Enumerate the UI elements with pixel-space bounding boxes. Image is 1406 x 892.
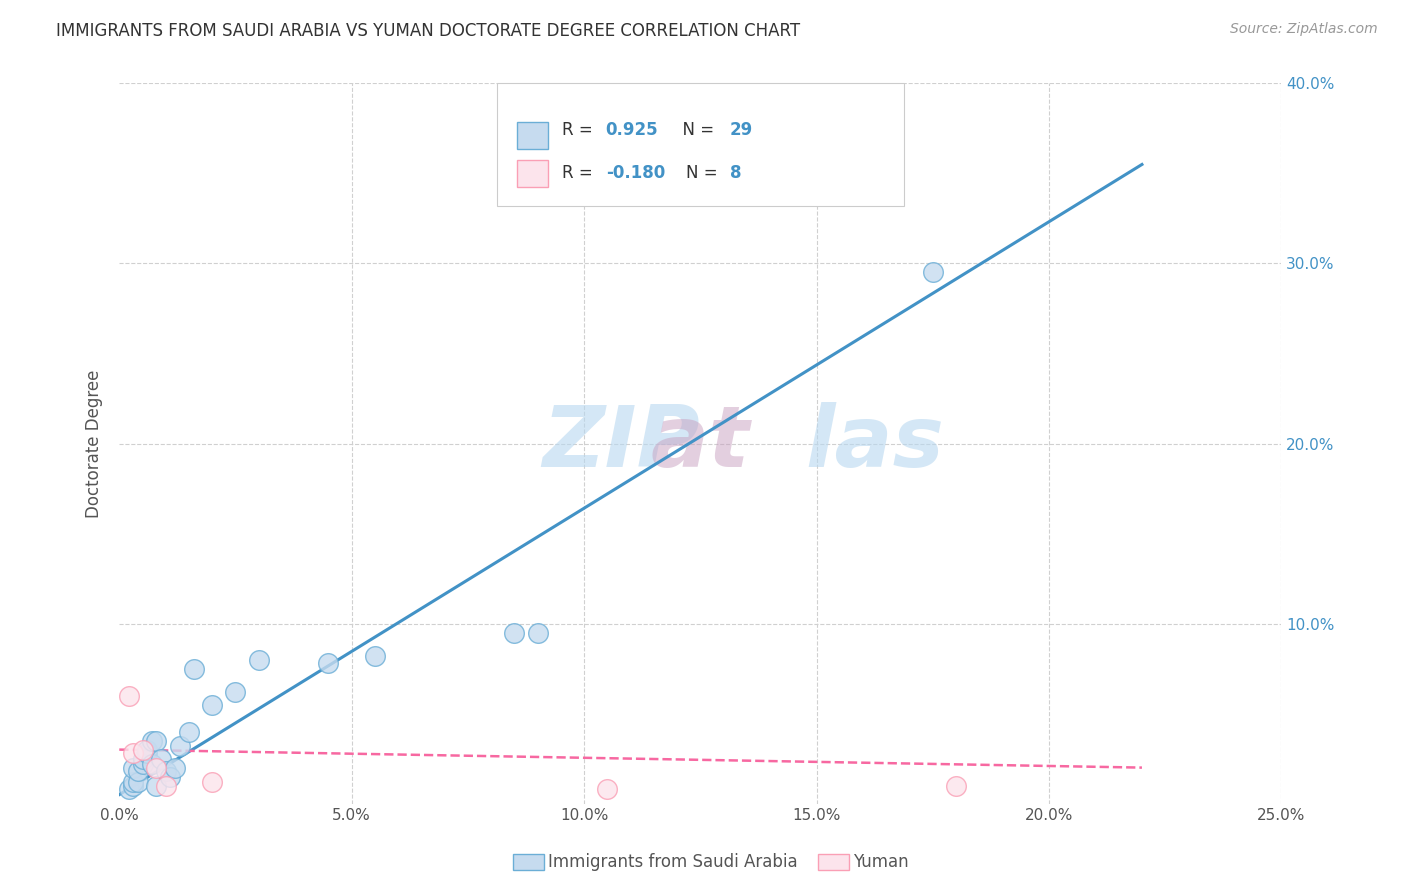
Text: at: at: [651, 402, 749, 485]
Point: [169, 739, 191, 753]
Point: [183, 662, 205, 676]
Point: [201, 698, 224, 712]
Point: [117, 689, 139, 703]
Point: [131, 742, 153, 756]
Text: Immigrants from Saudi Arabia: Immigrants from Saudi Arabia: [548, 853, 799, 871]
Text: Source: ZipAtlas.com: Source: ZipAtlas.com: [1230, 22, 1378, 37]
Point: [122, 775, 145, 789]
Point: [318, 656, 340, 670]
Point: [159, 770, 181, 784]
Point: [503, 625, 526, 640]
Point: [141, 733, 163, 747]
Point: [177, 724, 200, 739]
Point: [127, 764, 149, 779]
Point: [136, 746, 159, 760]
Text: N =: N =: [672, 120, 720, 138]
Point: [526, 625, 548, 640]
Text: -0.180: -0.180: [606, 164, 665, 183]
Point: [921, 265, 943, 279]
Point: [155, 779, 177, 793]
Point: [224, 685, 246, 699]
Point: [141, 757, 163, 772]
Point: [165, 761, 187, 775]
Point: [150, 751, 173, 765]
Point: [364, 648, 387, 663]
Text: IMMIGRANTS FROM SAUDI ARABIA VS YUMAN DOCTORATE DEGREE CORRELATION CHART: IMMIGRANTS FROM SAUDI ARABIA VS YUMAN DO…: [56, 22, 800, 40]
Point: [117, 782, 139, 797]
Text: N =: N =: [686, 164, 723, 183]
FancyBboxPatch shape: [517, 160, 547, 187]
Point: [131, 757, 153, 772]
Point: [247, 652, 270, 666]
Point: [131, 751, 153, 765]
Point: [155, 764, 177, 779]
FancyBboxPatch shape: [496, 84, 904, 206]
Y-axis label: Doctorate Degree: Doctorate Degree: [86, 369, 103, 517]
FancyBboxPatch shape: [517, 121, 547, 149]
Text: Yuman: Yuman: [853, 853, 910, 871]
Point: [127, 775, 149, 789]
Point: [145, 761, 167, 775]
Point: [145, 779, 167, 793]
Point: [122, 779, 145, 793]
Point: [136, 742, 159, 756]
Point: [596, 782, 619, 797]
Text: 0.925: 0.925: [606, 120, 658, 138]
Text: 8: 8: [730, 164, 741, 183]
Point: [122, 761, 145, 775]
Point: [945, 779, 967, 793]
Point: [145, 733, 167, 747]
Text: las: las: [804, 402, 943, 485]
Point: [122, 746, 145, 760]
Point: [201, 775, 224, 789]
Text: 29: 29: [730, 120, 754, 138]
Text: ZIP: ZIP: [543, 402, 700, 485]
Text: R =: R =: [561, 164, 598, 183]
Text: R =: R =: [561, 120, 598, 138]
